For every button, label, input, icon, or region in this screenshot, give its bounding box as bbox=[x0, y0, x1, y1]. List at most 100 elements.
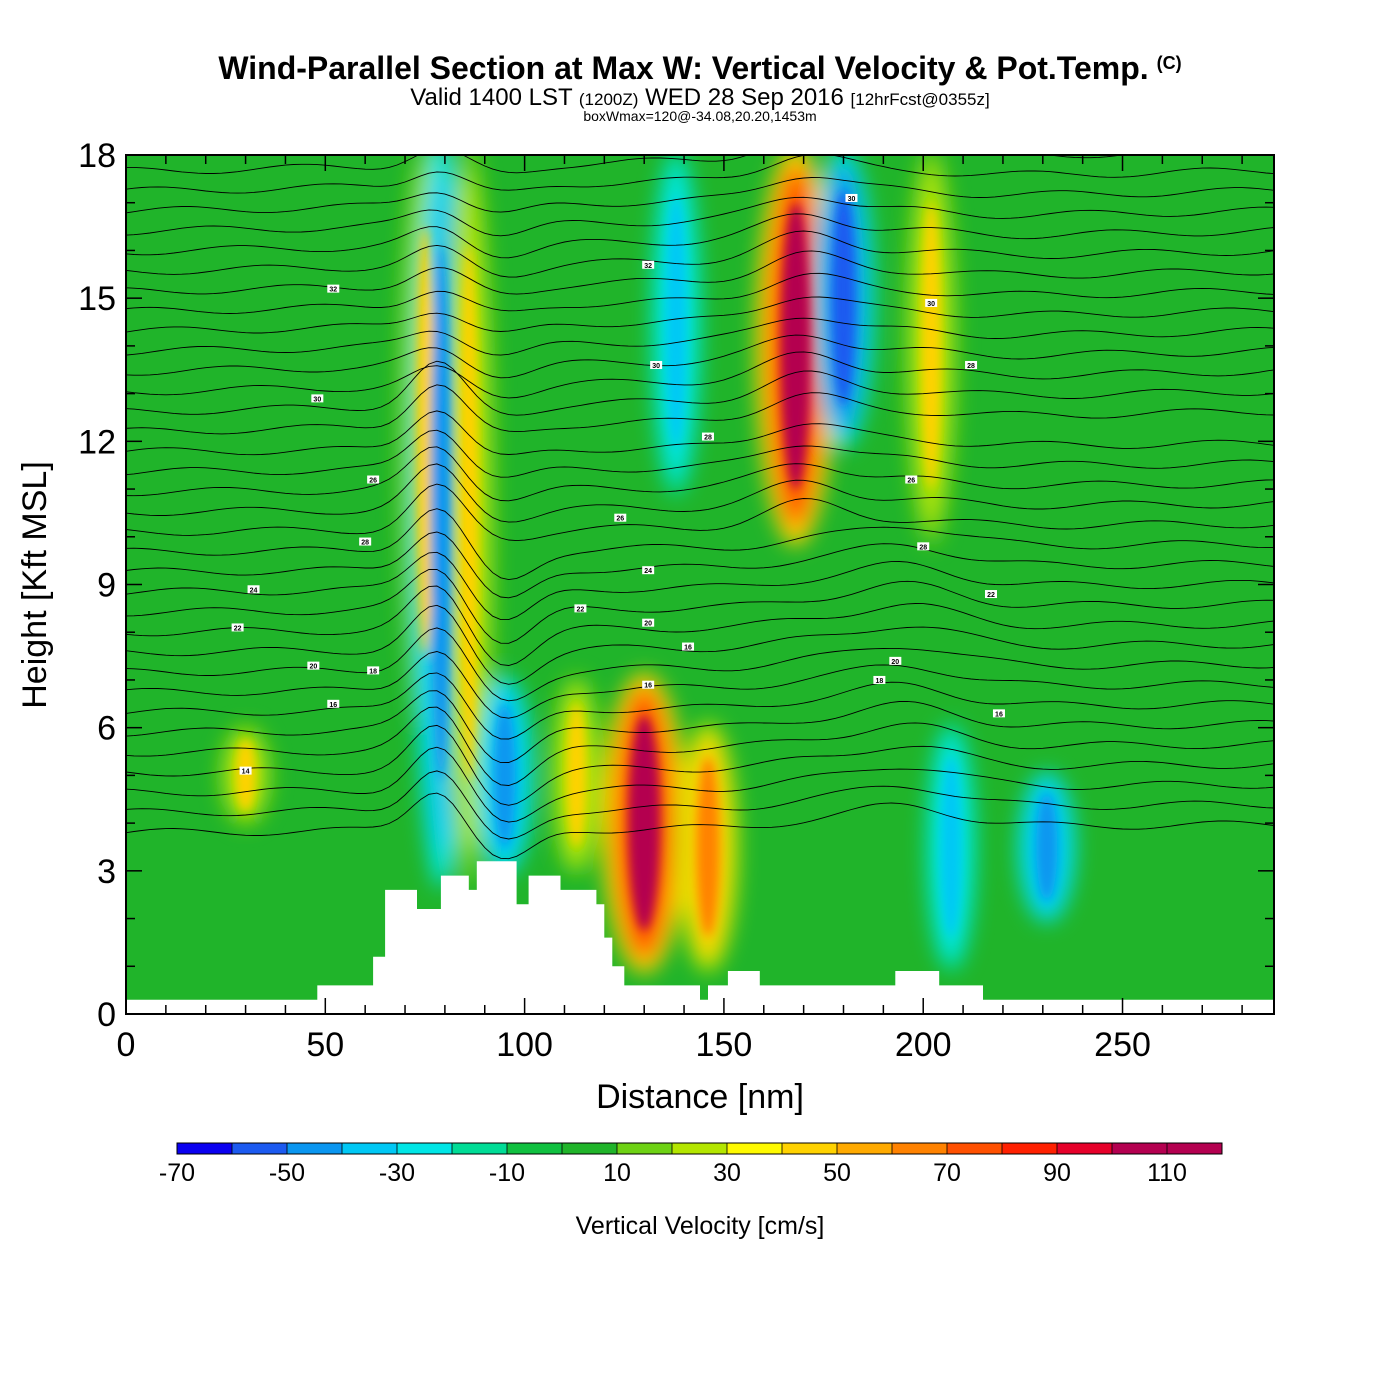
colorbar-cell bbox=[617, 1143, 673, 1154]
velocity-core bbox=[566, 703, 587, 847]
contour-label: 24 bbox=[250, 587, 258, 594]
theta-contour bbox=[126, 410, 1274, 456]
contour-label: 32 bbox=[329, 287, 337, 294]
x-tick-label: 50 bbox=[306, 1026, 344, 1064]
theta-contour bbox=[126, 724, 1274, 806]
y-tick-label: 6 bbox=[97, 710, 116, 748]
contour-label-bg bbox=[642, 618, 655, 627]
contour-label: 18 bbox=[369, 668, 377, 675]
velocity-core bbox=[494, 703, 516, 847]
theta-contour bbox=[126, 690, 1274, 764]
contour-label-bg bbox=[642, 680, 655, 689]
theta-contour bbox=[126, 250, 1274, 295]
colorbar-tick-label: 90 bbox=[1043, 1159, 1071, 1187]
colorbar-cell bbox=[287, 1143, 343, 1154]
contour-label: 26 bbox=[369, 478, 377, 485]
contour-label-bg bbox=[311, 394, 324, 403]
y-tick-label: 9 bbox=[97, 567, 116, 605]
contour-label-bg bbox=[642, 566, 655, 575]
velocity-core bbox=[666, 196, 686, 448]
contour-label-bg bbox=[682, 642, 695, 651]
theta-contour bbox=[126, 272, 1274, 314]
y-tick-label: 18 bbox=[78, 137, 116, 175]
theta-contour bbox=[126, 384, 1274, 435]
contour-label-bg bbox=[359, 537, 372, 546]
contour-label: 32 bbox=[644, 263, 652, 270]
theta-contour bbox=[126, 604, 1274, 685]
y-tick-label: 15 bbox=[78, 280, 116, 318]
colorbar-tick-label: -30 bbox=[379, 1159, 415, 1187]
x-tick-labels: 0 50 100 150 200 250 bbox=[117, 1026, 1151, 1064]
y-tick-label: 0 bbox=[97, 996, 116, 1034]
y-tick-labels: 0 3 6 9 12 15 18 bbox=[78, 137, 116, 1034]
y-tick-label: 12 bbox=[78, 423, 116, 461]
potential-temperature-contours bbox=[126, 155, 1274, 860]
theta-contour bbox=[126, 585, 1274, 666]
theta-contour bbox=[126, 429, 1274, 478]
valid-date: WED 28 Sep 2016 bbox=[645, 84, 844, 111]
contour-label: 30 bbox=[927, 301, 935, 308]
theta-contour bbox=[126, 508, 1274, 581]
theta-contour bbox=[126, 334, 1274, 379]
contour-label: 16 bbox=[995, 711, 1003, 718]
colorbar-cell bbox=[1112, 1143, 1168, 1154]
contour-label-bg bbox=[965, 360, 978, 369]
theta-contour bbox=[126, 317, 1274, 356]
contour-label-bg bbox=[650, 360, 663, 369]
velocity-core bbox=[459, 244, 479, 782]
copyright-mark: (C) bbox=[1156, 53, 1182, 73]
colorbar-cell bbox=[837, 1143, 893, 1154]
contour-label: 16 bbox=[644, 683, 652, 690]
contour-label: 22 bbox=[234, 625, 242, 632]
velocity-core bbox=[430, 244, 452, 782]
contour-label: 26 bbox=[907, 478, 915, 485]
velocity-core bbox=[415, 226, 435, 657]
velocity-core bbox=[941, 757, 961, 937]
theta-contour bbox=[126, 568, 1274, 644]
colorbar-tick-label: 50 bbox=[823, 1159, 851, 1187]
colorbar-cell bbox=[727, 1143, 783, 1154]
colorbar: -70 -50 -30 -10 10 30 50 70 90 110 bbox=[159, 1142, 1223, 1187]
x-tick-label: 100 bbox=[496, 1026, 553, 1064]
colorbar-tick-label: 10 bbox=[603, 1159, 631, 1187]
colorbar-cell bbox=[947, 1143, 1003, 1154]
theta-contour bbox=[126, 651, 1274, 719]
colorbar-cell bbox=[507, 1143, 563, 1154]
theta-contour bbox=[126, 446, 1274, 502]
colorbar-cell bbox=[177, 1143, 233, 1154]
theta-contour bbox=[126, 360, 1274, 416]
contour-label: 28 bbox=[361, 540, 369, 547]
colorbar-cell bbox=[342, 1143, 398, 1154]
theta-contour bbox=[126, 483, 1274, 542]
contour-label: 26 bbox=[616, 516, 624, 523]
contour-label: 28 bbox=[704, 435, 712, 442]
colorbar-cell bbox=[452, 1143, 508, 1154]
contour-label-bg bbox=[992, 709, 1005, 718]
x-tick-label: 0 bbox=[117, 1026, 136, 1064]
colorbar-cell bbox=[397, 1143, 453, 1154]
contour-label-bg bbox=[239, 766, 252, 775]
plot-area: 14 16 20 18 22 24 28 26 30 32 16 20 16 22 24 26 28 30 32 30… bbox=[125, 154, 1275, 1015]
theta-contour bbox=[126, 531, 1274, 599]
theta-contour bbox=[126, 155, 1274, 194]
contour-label-bg bbox=[231, 623, 244, 632]
contour-label: 20 bbox=[891, 659, 899, 666]
colorbar-tick-label: 30 bbox=[713, 1159, 741, 1187]
contour-label-bg bbox=[574, 604, 587, 613]
contour-label-bg bbox=[925, 298, 938, 307]
axis-ticks bbox=[125, 154, 1274, 1015]
velocity-core bbox=[921, 202, 941, 490]
contour-label: 20 bbox=[644, 621, 652, 628]
colorbar-tick-label: 70 bbox=[933, 1159, 961, 1187]
contour-label-bg bbox=[367, 666, 380, 675]
contour-label: 14 bbox=[242, 769, 250, 776]
chart-title-text: Wind-Parallel Section at Max W: Vertical… bbox=[218, 50, 1149, 86]
colorbar-cell bbox=[672, 1143, 728, 1154]
forecast-info: [12hrFcst@0355z] bbox=[850, 90, 990, 109]
colorbar-cell bbox=[1057, 1143, 1113, 1154]
x-tick-label: 150 bbox=[696, 1026, 753, 1064]
colorbar-tick-label: 110 bbox=[1147, 1159, 1187, 1187]
contour-label: 30 bbox=[652, 363, 660, 370]
contour-label-bg bbox=[845, 193, 858, 202]
colorbar-tick-label: -10 bbox=[489, 1159, 525, 1187]
